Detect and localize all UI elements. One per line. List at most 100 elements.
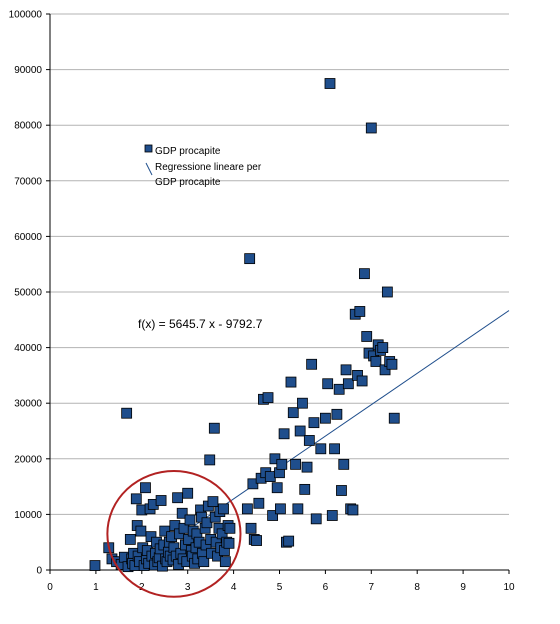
data-point bbox=[301, 461, 313, 473]
data-point bbox=[361, 331, 373, 342]
data-point bbox=[292, 503, 304, 515]
data-point bbox=[324, 78, 336, 89]
data-point bbox=[365, 122, 377, 134]
data-point bbox=[264, 471, 276, 482]
data-point bbox=[315, 443, 327, 455]
y-tick-label: 30000 bbox=[14, 399, 42, 410]
data-point bbox=[290, 458, 301, 470]
data-point bbox=[276, 458, 288, 470]
data-point bbox=[283, 535, 295, 547]
y-tick-label: 70000 bbox=[14, 176, 42, 187]
x-tick-labels: 0 1 2 3 4 5 6 7 8 9 10 bbox=[47, 570, 515, 593]
data-point bbox=[278, 428, 290, 440]
data-point bbox=[245, 522, 257, 534]
data-point bbox=[130, 493, 142, 505]
regression-equation-label: f(x) = 5645.7 x - 9792.7 bbox=[138, 317, 263, 331]
data-point bbox=[145, 531, 157, 543]
legend-trend-line-symbol bbox=[145, 162, 153, 176]
data-point bbox=[241, 503, 253, 515]
data-point bbox=[224, 522, 236, 534]
y-tick-label: 0 bbox=[36, 566, 42, 577]
data-point bbox=[219, 556, 231, 568]
data-point bbox=[338, 458, 350, 470]
data-point bbox=[196, 511, 207, 523]
x-tick-label: 7 bbox=[369, 582, 375, 593]
data-point bbox=[359, 268, 370, 280]
highlight-circle bbox=[106, 470, 242, 598]
data-point bbox=[347, 504, 359, 516]
y-tick-label: 100000 bbox=[9, 10, 43, 21]
data-point bbox=[333, 383, 345, 395]
data-point bbox=[297, 397, 308, 409]
data-point bbox=[247, 478, 259, 490]
legend-marker-square bbox=[144, 144, 153, 153]
data-point bbox=[275, 503, 286, 515]
data-point bbox=[198, 556, 210, 568]
data-point bbox=[285, 376, 297, 388]
x-tick-label: 2 bbox=[139, 582, 145, 593]
data-point bbox=[253, 497, 265, 509]
data-point bbox=[159, 525, 171, 537]
data-point bbox=[377, 342, 389, 354]
y-tick-label: 90000 bbox=[14, 65, 42, 76]
y-tick-label: 50000 bbox=[14, 288, 42, 299]
data-point bbox=[172, 492, 184, 504]
data-point bbox=[306, 358, 318, 370]
data-point bbox=[354, 306, 366, 317]
y-tick-label: 80000 bbox=[14, 121, 42, 132]
y-tick-label: 60000 bbox=[14, 232, 42, 243]
data-point bbox=[299, 483, 311, 495]
data-point bbox=[386, 358, 398, 370]
data-point bbox=[329, 443, 340, 455]
x-tick-label: 10 bbox=[503, 582, 515, 593]
data-point bbox=[176, 507, 188, 519]
x-tick-label: 3 bbox=[185, 582, 191, 593]
data-point bbox=[201, 517, 213, 529]
data-point bbox=[251, 535, 262, 546]
data-point bbox=[89, 560, 101, 571]
data-point bbox=[388, 412, 400, 424]
x-tick-label: 6 bbox=[323, 582, 329, 593]
data-point bbox=[287, 407, 299, 419]
annotations bbox=[106, 470, 242, 598]
legend-entry-gdp: GDP procapite bbox=[155, 146, 221, 157]
data-point bbox=[342, 378, 354, 390]
y-tick-label: 10000 bbox=[14, 510, 42, 521]
x-tick-label: 1 bbox=[93, 582, 99, 593]
data-point bbox=[204, 454, 216, 466]
x-tick-label: 5 bbox=[277, 582, 283, 593]
data-point bbox=[244, 253, 256, 265]
data-point bbox=[269, 453, 281, 465]
data-point bbox=[356, 375, 368, 387]
data-point bbox=[294, 425, 306, 437]
data-point bbox=[370, 356, 382, 367]
data-point bbox=[319, 412, 331, 424]
x-tick-label: 8 bbox=[414, 582, 420, 593]
data-point bbox=[218, 503, 229, 515]
data-point bbox=[267, 510, 279, 521]
data-point bbox=[308, 417, 320, 429]
data-point bbox=[331, 408, 343, 420]
x-tick-label: 0 bbox=[47, 582, 53, 593]
data-point bbox=[124, 534, 136, 545]
data-point bbox=[208, 422, 220, 434]
y-tick-labels: 0 10000 20000 30000 40000 50000 60000 70000 8000… bbox=[9, 10, 43, 577]
data-point bbox=[207, 496, 219, 508]
x-tick-label: 9 bbox=[460, 582, 466, 593]
data-point bbox=[303, 435, 315, 446]
y-tick-label: 20000 bbox=[14, 454, 42, 465]
data-point bbox=[262, 392, 274, 404]
data-point bbox=[155, 495, 167, 506]
data-point bbox=[121, 407, 133, 419]
data-point bbox=[326, 510, 338, 521]
data-point bbox=[182, 487, 194, 499]
data-point bbox=[140, 482, 151, 494]
data-point bbox=[135, 525, 147, 537]
data-point bbox=[336, 485, 347, 496]
data-point bbox=[271, 482, 283, 494]
legend-entry-regression-2: GDP procapite bbox=[155, 177, 221, 188]
y-tick-label: 40000 bbox=[14, 343, 42, 354]
data-point bbox=[310, 513, 322, 525]
data-point bbox=[322, 378, 334, 390]
